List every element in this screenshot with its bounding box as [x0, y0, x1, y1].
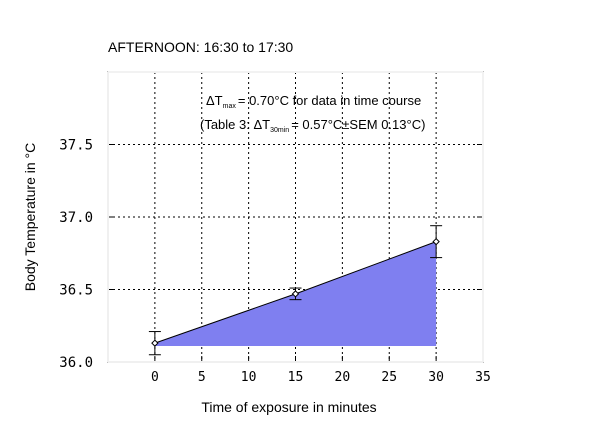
- x-tick-label: 20: [335, 370, 351, 385]
- annotation-delta: ΔT: [206, 93, 223, 108]
- annotation-line-1: ΔTmax = 0.70°C for data in time course: [206, 93, 421, 110]
- x-axis-label: Time of exposure in minutes: [201, 399, 376, 415]
- y-tick-label: 36.5: [59, 283, 93, 299]
- annotation-text: = 0.57°C±SEM 0.13°C): [291, 117, 425, 132]
- annotation-prefix: (Table 3: ΔT: [200, 117, 270, 132]
- x-tick-label: 35: [475, 370, 491, 385]
- x-tick-label: 5: [198, 370, 206, 385]
- y-axis-label: Body Temperature in °C: [22, 143, 38, 292]
- annotation-text: = 0.70°C for data in time course: [238, 93, 421, 108]
- markers: [151, 237, 440, 347]
- y-tick-label: 36.0: [59, 355, 93, 371]
- x-tick-label: 15: [288, 370, 304, 385]
- tick-labels: 0 5 10 15 20 25 30 35 36.0 36.5 37.0 37.5: [59, 138, 491, 386]
- annotation-sub: 30min: [270, 127, 289, 134]
- x-tick-label: 10: [241, 370, 257, 385]
- data-point: [151, 339, 159, 347]
- annotation-line-2: (Table 3: ΔT30min = 0.57°C±SEM 0.13°C): [200, 117, 425, 134]
- annotation-sub: max: [223, 103, 237, 110]
- y-tick-label: 37.5: [59, 138, 93, 154]
- x-tick-label: 0: [151, 370, 159, 385]
- data-point: [291, 290, 300, 298]
- y-tick-label: 37.0: [59, 210, 93, 226]
- chart-title: AFTERNOON: 16:30 to 17:30: [108, 39, 293, 55]
- data-point: [432, 237, 440, 246]
- x-tick-label: 30: [428, 370, 444, 385]
- x-tick-label: 25: [381, 370, 397, 385]
